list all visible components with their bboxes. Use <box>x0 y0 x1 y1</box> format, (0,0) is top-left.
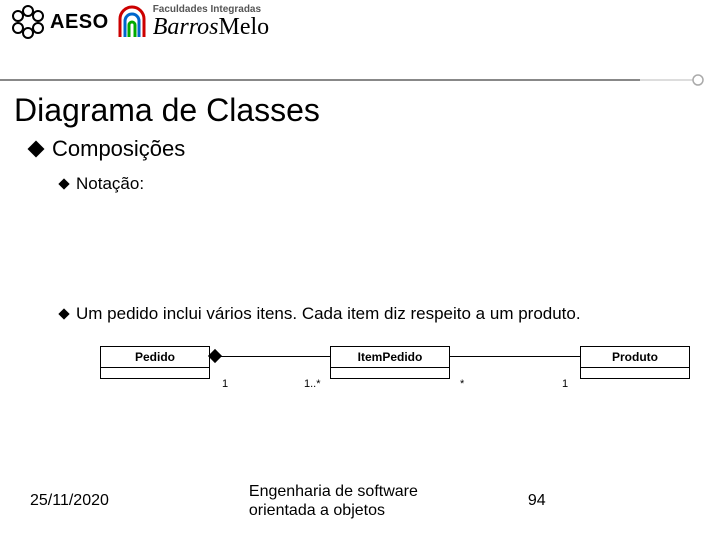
bullet-list: Composições Notação: Pedido ItemPedido P… <box>30 136 700 324</box>
aeso-flower-icon <box>10 4 46 40</box>
connector-2 <box>450 356 580 357</box>
slide: AESO Faculdades Integradas BarrosMelo <box>0 0 720 540</box>
bullet-level2-desc: Um pedido inclui vários itens. Cada item… <box>60 304 700 324</box>
mult-2-from: * <box>460 378 464 390</box>
barros-text: Faculdades Integradas BarrosMelo <box>153 5 269 39</box>
class-pedido-name: Pedido <box>101 347 209 368</box>
header: AESO Faculdades Integradas BarrosMelo <box>10 4 710 74</box>
aeso-logo: AESO <box>10 4 109 40</box>
bullet-level1-text: Composições <box>52 136 185 162</box>
class-produto: Produto <box>580 346 690 379</box>
class-itempedido-name: ItemPedido <box>331 347 449 368</box>
class-produto-name: Produto <box>581 347 689 368</box>
connector-1 <box>218 356 330 357</box>
bullet-level2-notation-text: Notação: <box>76 174 144 194</box>
mult-1-to: 1..* <box>304 378 321 390</box>
divider-icon <box>0 74 720 86</box>
class-body <box>331 368 449 378</box>
class-itempedido: ItemPedido <box>330 346 450 379</box>
header-divider <box>0 74 720 86</box>
mult-1-from: 1 <box>222 378 228 390</box>
barros-melo-label: BarrosMelo <box>153 15 269 39</box>
diamond-icon <box>58 308 69 319</box>
footer-page: 94 <box>528 492 546 510</box>
footer-course: Engenharia de software orientada a objet… <box>249 482 418 520</box>
bullet-level1: Composições <box>30 136 700 162</box>
page-title: Diagrama de Classes <box>14 92 320 129</box>
mult-2-to: 1 <box>562 378 568 390</box>
aeso-text: AESO <box>50 11 109 34</box>
footer: 25/11/2020 Engenharia de software orient… <box>30 482 690 520</box>
bullet-level2-notation: Notação: <box>60 174 700 194</box>
class-pedido: Pedido <box>100 346 210 379</box>
barros-logo: Faculdades Integradas BarrosMelo <box>117 5 269 39</box>
bullet-level2-desc-text: Um pedido inclui vários itens. Cada item… <box>76 304 581 324</box>
diamond-icon <box>28 141 45 158</box>
footer-date: 25/11/2020 <box>30 492 109 510</box>
class-body <box>581 368 689 378</box>
logo-row: AESO Faculdades Integradas BarrosMelo <box>10 4 710 40</box>
composition-diamond-icon <box>208 349 222 363</box>
class-body <box>101 368 209 378</box>
uml-diagram: Pedido ItemPedido Produto 1 1..* * 1 <box>100 346 690 416</box>
diamond-icon <box>58 178 69 189</box>
barros-arch-icon <box>117 5 147 39</box>
